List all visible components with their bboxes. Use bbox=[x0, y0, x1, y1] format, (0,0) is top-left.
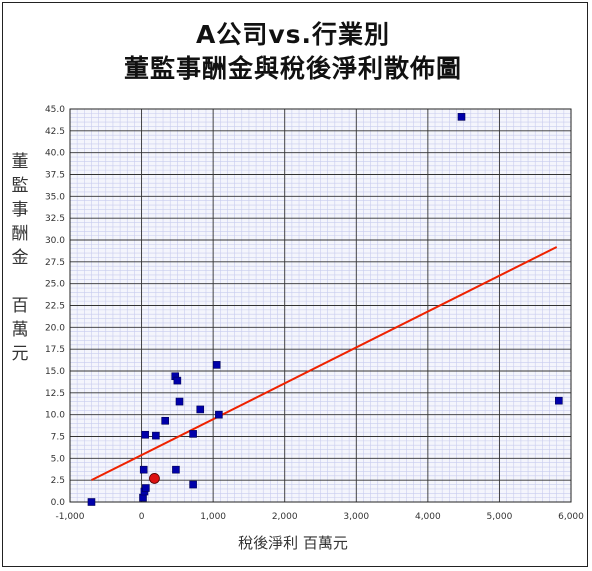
data-point bbox=[457, 113, 466, 121]
y-tick-label: 25.0 bbox=[45, 280, 65, 290]
x-tick-label: 1,000 bbox=[200, 512, 226, 522]
highlight-data-point bbox=[149, 473, 160, 484]
y-axis-label-char: 百 bbox=[11, 296, 29, 316]
chart-title-line-1: A公司vs.行業別 bbox=[195, 20, 391, 49]
x-tick-label: 2,000 bbox=[272, 512, 298, 522]
data-point bbox=[141, 430, 149, 439]
y-axis-label-char: 董 bbox=[11, 152, 29, 172]
y-axis-label-char: 事 bbox=[11, 200, 29, 220]
data-point bbox=[161, 416, 169, 425]
y-tick-label: 15.0 bbox=[45, 367, 65, 377]
y-tick-label: 20.0 bbox=[45, 323, 65, 333]
y-axis-label-char: 萬 bbox=[11, 320, 29, 340]
chart-title: A公司vs.行業別 董監事酬金與稅後淨利散佈圖 bbox=[0, 18, 586, 86]
y-tick-label: 45.0 bbox=[45, 105, 65, 115]
y-tick-label: 17.5 bbox=[45, 345, 65, 355]
y-tick-label: 40.0 bbox=[45, 149, 65, 159]
y-tick-label: 10.0 bbox=[45, 411, 65, 421]
y-axis-label-char: 監 bbox=[11, 176, 29, 196]
y-tick-label: 42.5 bbox=[45, 127, 65, 137]
y-tick-label: 30.0 bbox=[45, 236, 65, 246]
y-tick-label: 5.0 bbox=[51, 454, 66, 464]
y-axis-label: 董 監 事 酬 金 百 萬 元 bbox=[6, 150, 34, 366]
data-point bbox=[142, 484, 150, 492]
y-tick-label: 2.5 bbox=[51, 476, 65, 486]
y-tick-label: 37.5 bbox=[45, 171, 65, 181]
y-axis-label-char: 酬 bbox=[11, 224, 29, 244]
x-tick-label: 5,000 bbox=[487, 512, 513, 522]
y-tick-label: 35.0 bbox=[45, 192, 65, 202]
y-tick-label: 7.5 bbox=[51, 433, 65, 443]
y-axis-label-char: 元 bbox=[11, 344, 29, 364]
data-point bbox=[215, 410, 223, 419]
y-tick-label: 32.5 bbox=[45, 214, 65, 224]
plot-border bbox=[69, 108, 572, 503]
data-point bbox=[189, 480, 197, 489]
data-point bbox=[173, 376, 182, 385]
data-point bbox=[196, 405, 205, 414]
chart-title-line-2: 董監事酬金與稅後淨利散佈圖 bbox=[123, 54, 462, 83]
x-axis-label: 稅後淨利 百萬元 bbox=[238, 534, 348, 552]
y-tick-label: 27.5 bbox=[45, 258, 65, 268]
data-point bbox=[189, 430, 197, 438]
x-tick-label: 0 bbox=[139, 512, 145, 522]
x-tick-label: 4,000 bbox=[415, 512, 441, 522]
data-point bbox=[172, 465, 180, 474]
trendline bbox=[91, 246, 558, 482]
data-point bbox=[212, 361, 221, 369]
y-tick-label: 12.5 bbox=[45, 389, 65, 399]
data-point bbox=[87, 498, 96, 506]
y-axis-label-char: 金 bbox=[11, 248, 29, 268]
x-tick-label: 3,000 bbox=[343, 512, 369, 522]
y-tick-label: 0.0 bbox=[51, 498, 66, 508]
y-tick-label: 22.5 bbox=[45, 302, 65, 312]
data-point bbox=[139, 465, 148, 474]
x-tick-label: 6,000 bbox=[558, 512, 584, 522]
x-tick-label: -1,000 bbox=[55, 512, 84, 522]
data-point bbox=[152, 431, 160, 440]
data-point bbox=[175, 397, 184, 406]
data-point bbox=[555, 396, 563, 405]
